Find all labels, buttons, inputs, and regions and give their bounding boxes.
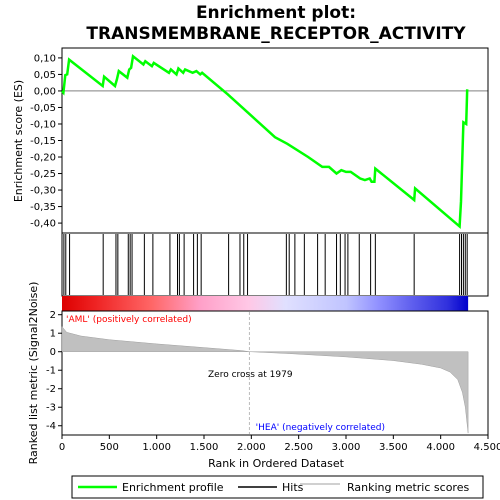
x-tick-label: 1.500 <box>190 442 219 453</box>
x-tick-label: 3.000 <box>332 442 361 453</box>
x-tick-label: 500 <box>100 442 119 453</box>
x-axis: 0 500 1.000 1.500 2.000 2.500 3.000 3.500 4.000 4… <box>59 435 500 453</box>
metric-ylabel: Ranked list metric (Signal2Noise) <box>27 282 40 465</box>
es-ytick-label: -0,25 <box>30 169 56 180</box>
es-ytick-label: -0,05 <box>30 103 56 114</box>
legend-hits-label: Hits <box>282 481 304 494</box>
x-tick-label: 1.000 <box>142 442 171 453</box>
zero-cross-label: Zero cross at 1979 <box>208 370 293 380</box>
chart-title-line2: TRANSMEMBRANE_RECEPTOR_ACTIVITY <box>86 24 466 44</box>
hits-panel <box>62 233 488 296</box>
x-tick-label: 0 <box>59 442 65 453</box>
es-ytick-label: 0,00 <box>34 86 56 97</box>
x-tick-label: 3.500 <box>379 442 408 453</box>
legend-metric-label: Ranking metric scores <box>347 481 469 494</box>
metric-ytick-label: -2 <box>46 384 56 395</box>
rank-gradient-bar <box>62 296 468 311</box>
hits-panel-frame <box>62 233 488 296</box>
es-ytick-label: -0,30 <box>30 186 56 197</box>
rank-color-bar <box>62 296 468 311</box>
es-ylabel: Enrichment score (ES) <box>12 80 25 202</box>
metric-ytick-label: 1 <box>50 329 56 340</box>
x-tick-label: 4.000 <box>426 442 455 453</box>
metric-ytick-label: -3 <box>46 403 56 414</box>
metric-ytick-label: 0 <box>50 347 56 358</box>
es-ytick-label: -0,10 <box>30 119 56 130</box>
legend: Enrichment profile Hits Ranking metric s… <box>72 476 483 498</box>
metric-ytick-label: 2 <box>50 310 56 321</box>
x-axis-label: Rank in Ordered Dataset <box>208 457 345 470</box>
es-ytick-label: 0,10 <box>34 53 56 64</box>
es-ytick-label: -0,20 <box>30 153 56 164</box>
x-tick-label: 4.500 <box>474 442 500 453</box>
legend-profile-label: Enrichment profile <box>122 481 224 494</box>
es-ytick-label: -0,35 <box>30 202 56 213</box>
es-ytick-label: -0,40 <box>30 219 56 230</box>
es-panel: 0,10 0,05 0,00 -0,05 -0,10 -0,15 -0,20 -0,25 -0,… <box>12 48 488 233</box>
metric-ytick-label: -1 <box>46 366 56 377</box>
es-ytick-label: -0,15 <box>30 136 56 147</box>
x-tick-label: 2.000 <box>237 442 266 453</box>
es-ytick-label: 0,05 <box>34 70 56 81</box>
negative-label: 'HEA' (negatively correlated) <box>256 423 385 433</box>
metric-ytick-label: -4 <box>46 421 56 432</box>
positive-label: 'AML' (positively correlated) <box>66 315 192 325</box>
x-tick-label: 2.500 <box>284 442 313 453</box>
chart-title-line1: Enrichment plot: <box>196 3 356 23</box>
